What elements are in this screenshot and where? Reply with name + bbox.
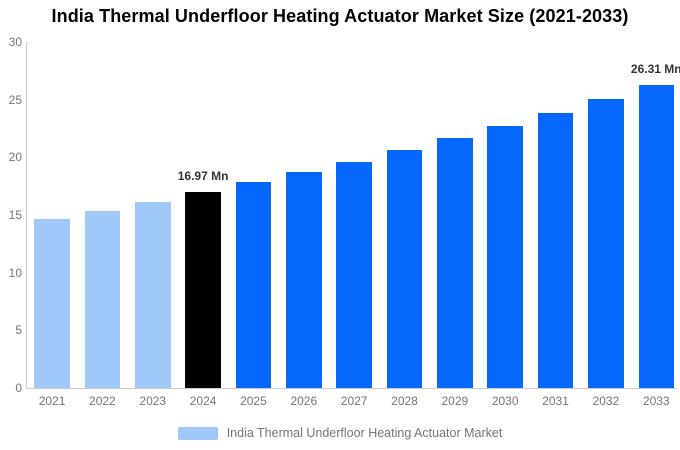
bar-2026[interactable] [286, 172, 322, 388]
x-axis-label-2030: 2030 [491, 394, 519, 408]
bar-2029[interactable] [437, 138, 473, 388]
y-axis-tick-label: 5 [15, 323, 22, 338]
y-axis-tick-label: 30 [8, 35, 22, 49]
bar-2027[interactable] [336, 161, 372, 388]
x-axis-label-2029: 2029 [441, 394, 469, 408]
legend[interactable]: India Thermal Underfloor Heating Actuato… [0, 426, 680, 440]
x-axis-label-2028: 2028 [391, 394, 418, 408]
bar-2023[interactable] [135, 201, 171, 388]
x-axis-label-2025: 2025 [240, 394, 267, 408]
plot-area: 0 5 10 15 20 25 30 2021 2022 2023 2024 2025 2026 2027… [9, 35, 680, 408]
x-axis-label-2027: 2027 [340, 394, 368, 408]
x-axis-label-2026: 2026 [290, 394, 318, 408]
bar-2031[interactable] [537, 112, 574, 388]
x-axis-label-2024: 2024 [189, 394, 217, 408]
bar-2033[interactable] [638, 84, 674, 388]
x-axis-label-2021: 2021 [38, 394, 66, 408]
x-axis-label-2031: 2031 [542, 394, 569, 408]
x-axis-label-2023: 2023 [139, 394, 167, 408]
bar-2030[interactable] [487, 125, 523, 388]
y-axis-tick-label: 10 [8, 265, 22, 280]
legend-label: India Thermal Underfloor Heating Actuato… [226, 426, 503, 440]
x-axis-label-2032: 2032 [592, 394, 620, 408]
bar-2032[interactable] [588, 98, 624, 388]
bar-2025[interactable] [235, 182, 272, 388]
data-label-2033: 26.31 Mn [630, 61, 680, 76]
x-axis-label-2022: 2022 [89, 394, 116, 408]
legend-swatch [177, 426, 218, 440]
y-axis-tick-label: 20 [8, 150, 22, 165]
chart-title: India Thermal Underfloor Heating Actuato… [51, 6, 629, 26]
y-axis-tick-label: 25 [8, 92, 22, 107]
x-axis-label-2033: 2033 [642, 394, 670, 408]
bar-2021[interactable] [34, 218, 70, 388]
y-axis-tick-label: 15 [8, 208, 22, 222]
bar-2022[interactable] [84, 210, 121, 388]
y-axis-tick-label: 0 [15, 381, 22, 395]
data-label-2024: 16.97 Mn [177, 169, 229, 184]
bar-2024[interactable] [185, 192, 221, 388]
bar-2028[interactable] [386, 150, 423, 388]
